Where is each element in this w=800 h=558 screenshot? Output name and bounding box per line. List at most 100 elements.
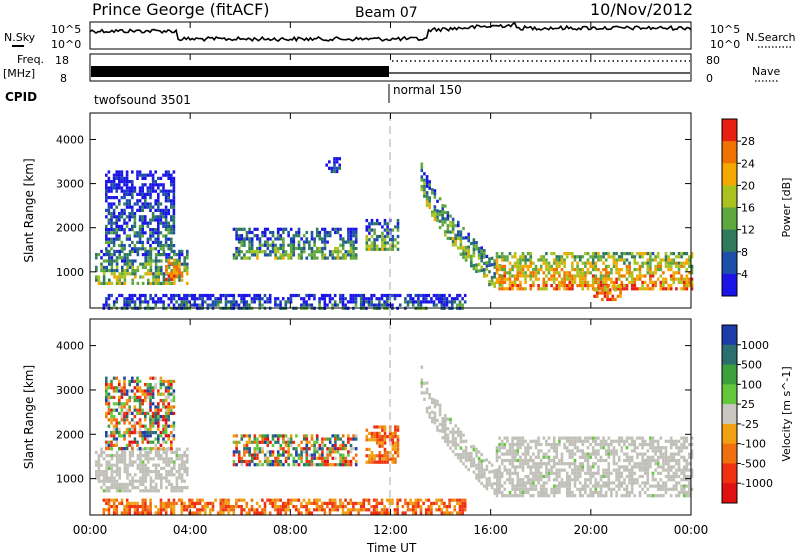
data-cell	[134, 473, 137, 476]
colorbar-swatch	[722, 274, 737, 297]
data-cell	[108, 231, 111, 234]
data-cell	[139, 511, 142, 514]
data-cell	[654, 440, 657, 443]
data-cell	[157, 425, 160, 428]
data-cell	[100, 448, 103, 451]
data-cell	[412, 502, 415, 505]
data-cell	[475, 263, 478, 266]
data-cell	[337, 250, 340, 253]
data-cell	[519, 265, 522, 268]
data-cell	[605, 494, 608, 497]
data-cell	[298, 294, 301, 297]
data-cell	[246, 447, 249, 450]
data-cell	[550, 469, 553, 472]
data-cell	[113, 238, 116, 241]
data-cell	[173, 389, 176, 392]
data-cell	[115, 377, 118, 380]
data-cell	[621, 281, 624, 284]
data-cell	[522, 494, 525, 497]
data-cell	[139, 467, 142, 470]
data-cell	[480, 460, 483, 463]
data-cell	[561, 478, 564, 481]
data-cell	[631, 465, 634, 468]
data-cell	[103, 511, 106, 514]
data-cell	[511, 443, 514, 446]
data-cell	[428, 300, 431, 303]
data-cell	[376, 245, 379, 248]
data-cell	[134, 269, 137, 272]
data-cell	[370, 304, 373, 307]
data-cell	[644, 274, 647, 277]
data-cell	[165, 265, 168, 268]
data-cell	[434, 415, 437, 418]
data-cell	[649, 462, 652, 465]
data-cell	[368, 225, 371, 228]
data-cell	[345, 457, 348, 460]
data-cell	[149, 441, 152, 444]
data-cell	[116, 464, 119, 467]
data-cell	[683, 446, 686, 449]
data-cell	[131, 193, 134, 196]
data-cell	[610, 481, 613, 484]
data-cell	[376, 238, 379, 241]
data-cell	[136, 502, 139, 505]
data-cell	[108, 212, 111, 215]
data-cell	[329, 499, 332, 502]
data-cell	[298, 454, 301, 457]
data-cell	[139, 480, 142, 483]
data-cell	[162, 437, 165, 440]
data-cell	[181, 489, 184, 492]
data-cell	[517, 287, 520, 290]
data-cell	[626, 271, 629, 274]
data-cell	[118, 405, 121, 408]
data-cell	[563, 485, 566, 488]
data-cell	[683, 443, 686, 446]
data-cell	[438, 499, 441, 502]
data-cell	[613, 456, 616, 459]
data-cell	[519, 440, 522, 443]
data-cell	[321, 253, 324, 256]
data-cell	[316, 457, 319, 460]
data-cell	[318, 505, 321, 508]
data-cell	[115, 206, 118, 209]
data-cell	[457, 246, 460, 249]
data-cell	[181, 304, 184, 307]
data-cell	[105, 476, 108, 479]
data-cell	[509, 478, 512, 481]
data-cell	[352, 250, 355, 253]
data-cell	[131, 412, 134, 415]
data-cell	[123, 508, 126, 511]
data-cell	[209, 508, 212, 511]
data-cell	[641, 465, 644, 468]
data-cell	[126, 180, 129, 183]
data-cell	[290, 297, 293, 300]
data-cell	[394, 425, 397, 428]
data-cell	[615, 440, 618, 443]
data-cell	[199, 294, 202, 297]
data-cell	[139, 457, 142, 460]
data-cell	[170, 383, 173, 386]
data-cell	[449, 224, 452, 227]
data-cell	[605, 481, 608, 484]
data-cell	[196, 304, 199, 307]
data-cell	[506, 478, 509, 481]
data-cell	[267, 444, 270, 447]
data-cell	[131, 454, 134, 457]
data-cell	[154, 405, 157, 408]
data-cell	[181, 505, 184, 508]
data-cell	[584, 278, 587, 281]
data-cell	[566, 485, 569, 488]
data-cell	[491, 464, 494, 467]
data-cell	[496, 453, 499, 456]
data-cell	[386, 235, 389, 238]
data-cell	[238, 241, 241, 244]
data-cell	[610, 278, 613, 281]
data-cell	[305, 300, 308, 303]
data-cell	[430, 300, 433, 303]
data-cell	[168, 275, 171, 278]
data-cell	[108, 393, 111, 396]
data-cell	[183, 294, 186, 297]
data-cell	[287, 234, 290, 237]
colorbar-swatch	[722, 185, 737, 208]
